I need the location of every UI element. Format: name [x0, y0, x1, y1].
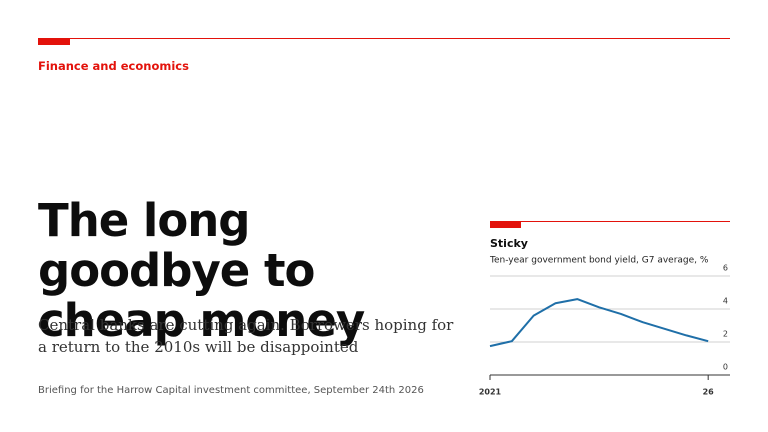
- chart-title: Sticky: [490, 237, 528, 250]
- y-tick-label: 0: [723, 363, 728, 372]
- section-label: Finance and economics: [38, 59, 189, 73]
- x-tick-label: 2021: [479, 388, 502, 397]
- x-tick-label: 26: [703, 388, 715, 397]
- y-tick-label: 6: [723, 264, 728, 273]
- byline: Briefing for the Harrow Capital investme…: [38, 385, 424, 396]
- headline: The long goodbye to cheap money: [38, 194, 365, 347]
- standfirst: Central banks are cutting again. Borrowe…: [38, 316, 454, 356]
- data-line: [489, 298, 709, 348]
- y-tick-label: 2: [723, 330, 728, 339]
- y-tick-label: 4: [723, 297, 728, 306]
- chart-subtitle: Ten-year government bond yield, G7 avera…: [489, 256, 709, 266]
- top-rule-block: [38, 38, 70, 45]
- chart-rule-block: [490, 221, 521, 228]
